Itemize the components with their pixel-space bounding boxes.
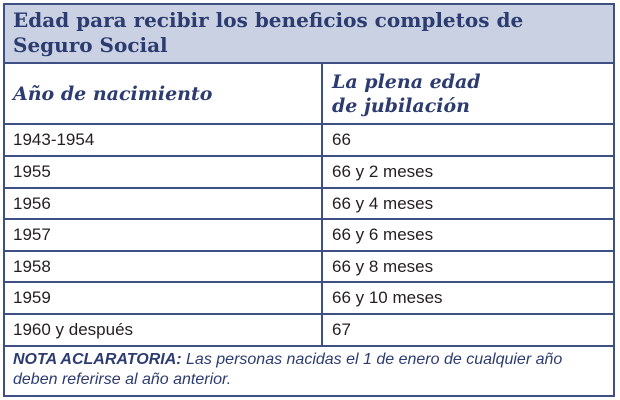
retirement-age-cell: 66	[332, 130, 351, 149]
table-header-row: Año de nacimiento La plena edad de jubil…	[5, 64, 613, 125]
header-full-retirement-age: La plena edad de jubilación	[332, 70, 481, 117]
retirement-age-cell: 67	[332, 320, 351, 339]
explanatory-note: NOTA ACLARATORIA: Las personas nacidas e…	[5, 347, 613, 390]
table-row: 1960 y después 67	[5, 315, 613, 347]
retirement-age-cell: 66 y 4 meses	[332, 193, 434, 213]
retirement-age-cell: 66 y 6 meses	[332, 225, 434, 244]
table-row: 1955 66 y 2 meses	[5, 157, 613, 189]
note-text: Las personas nacidas el 1 de enero de cu…	[13, 351, 563, 388]
header-birth-year: Año de nacimiento	[5, 64, 323, 123]
table-row: 1959 66 y 10 meses	[5, 283, 613, 315]
birth-year-cell: 1955	[5, 157, 323, 187]
birth-year-cell: 1960 y después	[5, 315, 323, 345]
retirement-age-cell: 66 y 2 meses	[332, 162, 434, 181]
birth-year-cell: 1943-1954	[5, 125, 323, 155]
birth-year-cell: 1959	[5, 283, 323, 313]
note-label: NOTA ACLARATORIA:	[13, 351, 182, 368]
table-row: 1957 66 y 6 meses	[5, 220, 613, 252]
table-row: 1956 66 y 4 meses	[5, 189, 613, 220]
retirement-age-table: Edad para recibir los beneficios complet…	[3, 3, 615, 397]
birth-year-cell: 1958	[5, 252, 323, 281]
table-row: 1958 66 y 8 meses	[5, 252, 613, 283]
birth-year-cell: 1956	[5, 189, 323, 218]
table-row: 1943-1954 66	[5, 125, 613, 157]
table-title: Edad para recibir los beneficios complet…	[5, 5, 613, 64]
retirement-age-cell: 66 y 8 meses	[332, 256, 434, 276]
retirement-age-cell: 66 y 10 meses	[332, 288, 443, 307]
birth-year-cell: 1957	[5, 220, 323, 250]
